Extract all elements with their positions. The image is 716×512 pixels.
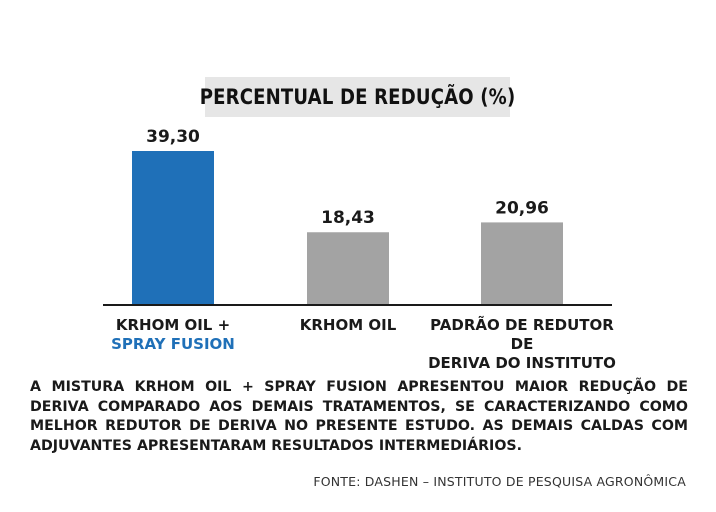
bar-value-label-2: 20,96 [495,198,549,218]
category-label-krhom-oil-spray-fusion: KRHOM OIL + SPRAY FUSION [68,316,278,354]
chart-title: PERCENTUAL DE REDUÇÃO (%) [199,85,516,109]
bar-1 [307,232,389,304]
source-note: FONTE: DASHEN – INSTITUTO DE PESQUISA AG… [313,474,686,489]
bar-2 [481,222,563,304]
chart-title-box: PERCENTUAL DE REDUÇÃO (%) [200,77,515,117]
category-label-line1: KRHOM OIL [299,316,397,334]
category-label-line1: KRHOM OIL + [115,316,231,334]
category-label-krhom-oil: KRHOM OIL [243,316,453,335]
category-label-line1: PADRÃO DE REDUTOR DE [430,316,614,353]
category-label-line2: DERIVA DO INSTITUTO [428,354,616,372]
category-label-padrao-redutor: PADRÃO DE REDUTOR DE DERIVA DO INSTITUTO [417,316,627,373]
description-paragraph: A MISTURA KRHOM OIL + SPRAY FUSION APRES… [30,379,688,454]
bar-value-label-0: 39,30 [146,127,200,147]
bar-value-label-1: 18,43 [321,208,375,228]
bar-0 [132,151,214,304]
category-label-line2-highlight: SPRAY FUSION [111,335,235,353]
